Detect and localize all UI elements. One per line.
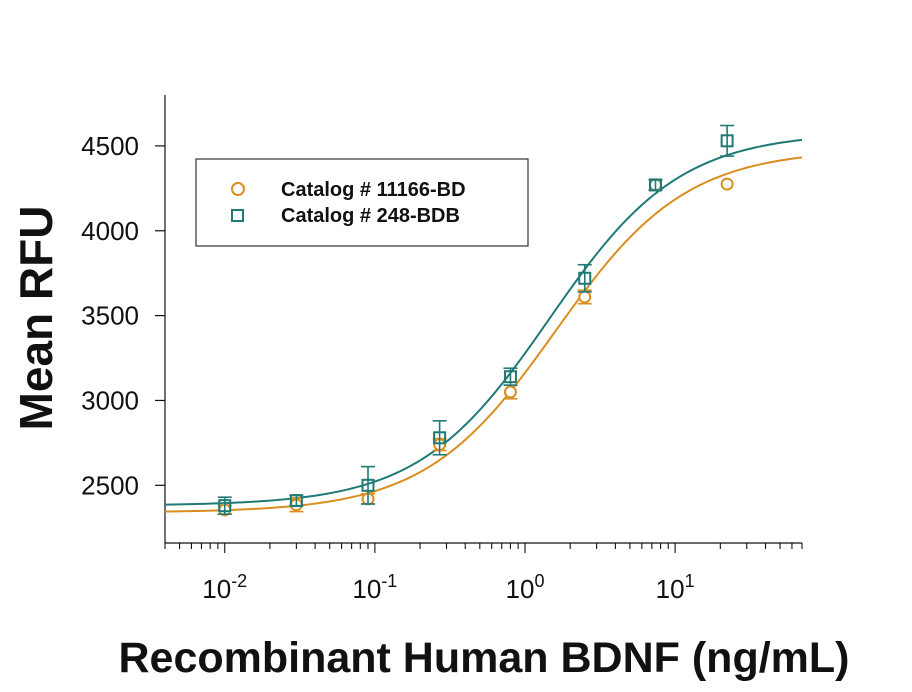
data-point-circle: [578, 290, 592, 304]
axes: 2500 3000 3500 4000 4500 10-2 10-1 100 101: [81, 95, 803, 604]
y-tick-label: 3000: [81, 385, 139, 415]
fit-curve-series-1: [164, 156, 803, 513]
legend-box: [195, 158, 529, 247]
data-point-square: [503, 370, 517, 384]
data-point-square: [720, 134, 734, 148]
legend-label-series-2: Catalog # 248-BDB: [281, 205, 460, 227]
data-point-square: [578, 271, 592, 285]
data-point-square: [648, 178, 662, 192]
data-point-square: [433, 431, 447, 445]
x-axis-title: Recombinant Human BDNF (ng/mL): [119, 634, 850, 682]
x-tick-label: 10-2: [202, 571, 247, 604]
y-tick-label: 4000: [81, 216, 139, 246]
data-point-circle: [720, 177, 734, 191]
data-point-square: [218, 499, 232, 513]
data-point-circle: [503, 385, 517, 399]
fit-curves: [164, 138, 803, 513]
legend-marker-circle: [231, 182, 245, 196]
y-tick-label: 4500: [81, 131, 139, 161]
data-point-square: [361, 478, 375, 492]
data-points: [217, 124, 735, 517]
x-tick-label: 101: [656, 571, 695, 604]
x-tick-label: 100: [506, 571, 545, 604]
fit-curve-series-2: [164, 138, 803, 506]
data-point-square: [289, 494, 303, 508]
legend: Catalog # 11166-BD Catalog # 248-BDB: [195, 158, 529, 247]
legend-label-series-1: Catalog # 11166-BD: [281, 179, 466, 201]
legend-marker-square: [231, 209, 244, 222]
x-tick-label: 10-1: [352, 571, 397, 604]
y-tick-label: 3500: [81, 301, 139, 331]
y-axis-title: Mean RFU: [10, 206, 62, 431]
y-tick-label: 2500: [81, 470, 139, 500]
